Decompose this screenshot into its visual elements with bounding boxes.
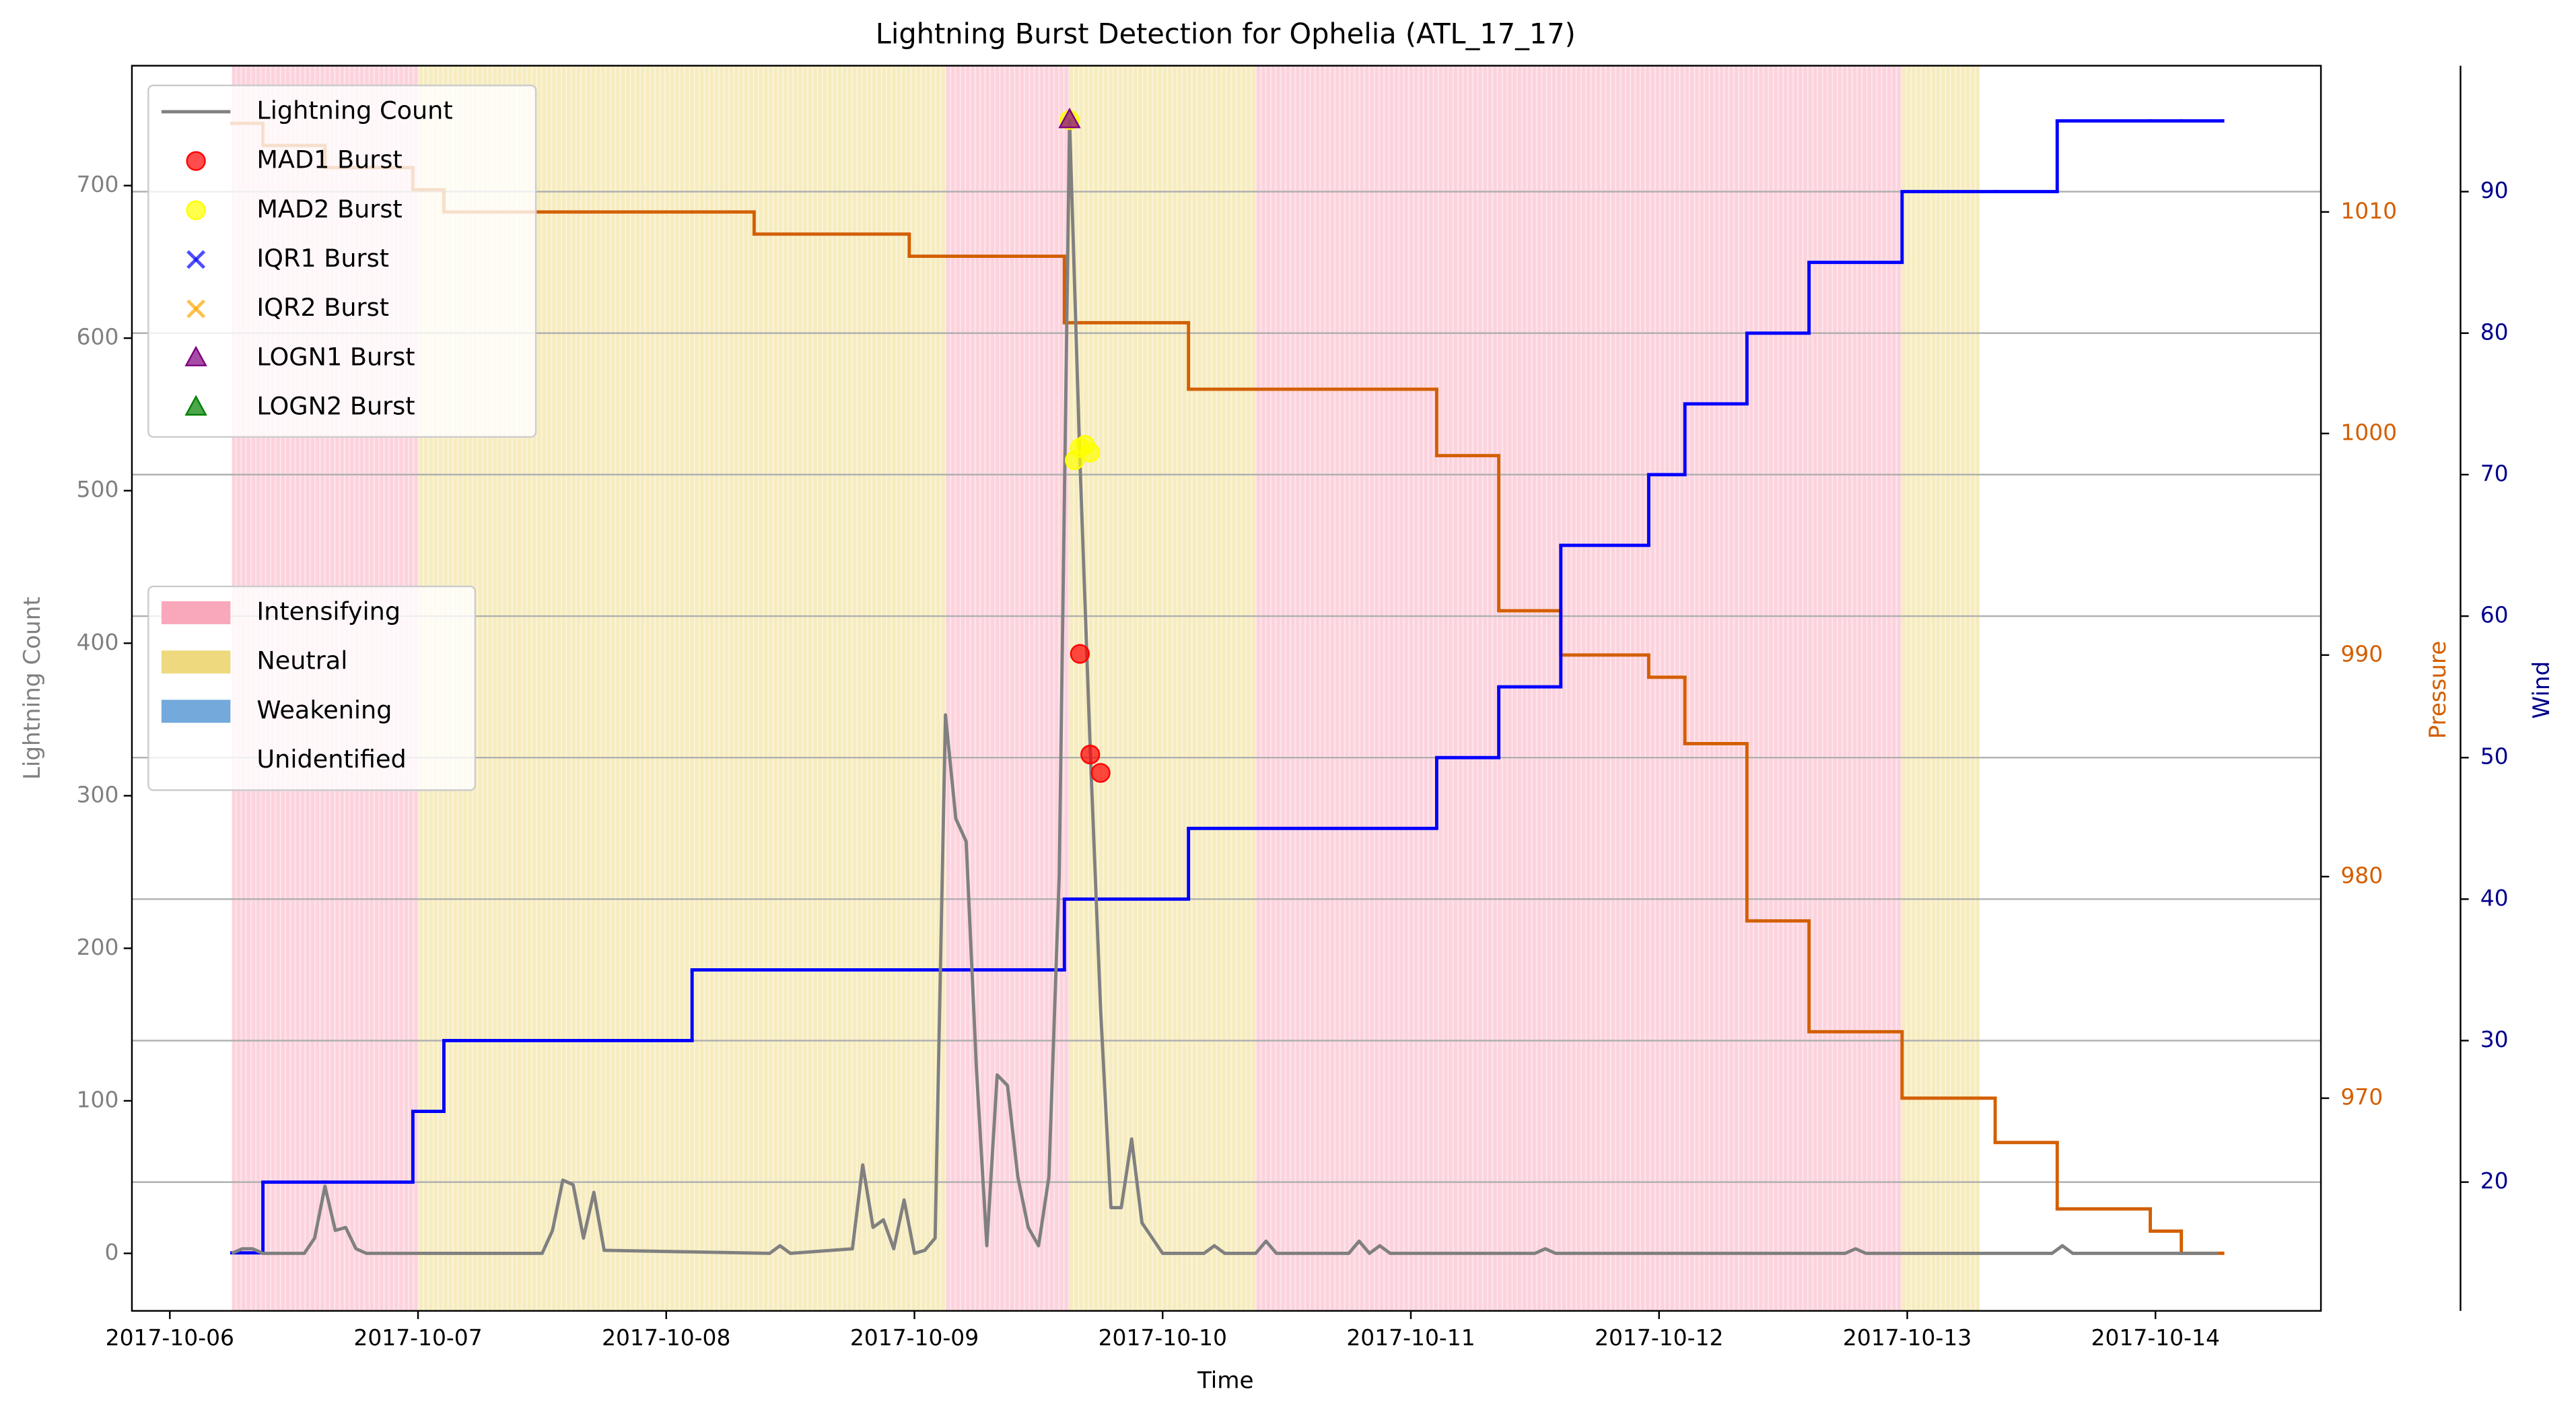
- y2-tick-label: 970: [2340, 1083, 2383, 1110]
- y-tick-label: 200: [77, 934, 119, 960]
- y-tick-label: 300: [77, 781, 119, 807]
- legend-patch: [161, 700, 231, 723]
- y3-tick-label: 40: [2480, 885, 2509, 911]
- x-tick-label: 2017-10-06: [106, 1324, 234, 1351]
- legend-label: Intensifying: [256, 597, 401, 626]
- y3-tick-label: 80: [2480, 318, 2509, 345]
- y-tick-label: 700: [77, 171, 119, 197]
- legend-patch: [161, 650, 231, 674]
- y3-tick-label: 30: [2480, 1026, 2509, 1052]
- y2-tick-label: 980: [2340, 862, 2383, 888]
- y-tick-label: 0: [104, 1239, 118, 1265]
- y2-tick-label: 990: [2340, 640, 2383, 667]
- legend-box: [147, 585, 477, 791]
- x-tick-label: 2017-10-12: [1595, 1324, 1723, 1351]
- legend-label: Unidentified: [256, 745, 406, 774]
- region-span: [945, 65, 1070, 1311]
- burst-point: [1058, 107, 1081, 129]
- x-tick-label: 2017-10-10: [1099, 1324, 1227, 1351]
- y3-axis-label: Wind: [2528, 661, 2555, 719]
- legend-marker: [184, 345, 207, 367]
- x-tick-label: 2017-10-09: [850, 1324, 979, 1351]
- region-span: [1255, 65, 1902, 1311]
- y3-tick-label: 90: [2480, 177, 2509, 203]
- legend-marker: [184, 395, 207, 416]
- region-span: [1902, 65, 1980, 1311]
- burst-point: [1080, 745, 1101, 765]
- y3-tick-label: 50: [2480, 743, 2509, 770]
- region-span: [1069, 65, 1256, 1311]
- legend-box: [147, 84, 537, 438]
- y3-tick-label: 70: [2480, 460, 2509, 486]
- y-tick-label: 100: [77, 1086, 119, 1112]
- y-tick-label: 400: [77, 629, 119, 655]
- x-tick-label: 2017-10-14: [2091, 1324, 2220, 1351]
- x-tick-label: 2017-10-13: [1843, 1324, 1972, 1351]
- burst-point: [1070, 644, 1090, 664]
- legend-marker: [186, 299, 206, 318]
- legend-label: MAD1 Burst: [256, 145, 402, 174]
- legend-label: LOGN2 Burst: [256, 392, 415, 421]
- y3-tick-label: 60: [2480, 602, 2509, 628]
- y2-axis-label: Pressure: [2425, 641, 2451, 739]
- legend-label: IQR2 Burst: [256, 293, 389, 322]
- burst-point: [1080, 442, 1101, 463]
- legend-marker: [186, 200, 206, 220]
- chart-title: Lightning Burst Detection for Ophelia (A…: [876, 18, 1576, 50]
- legend-marker: [186, 151, 206, 171]
- y-axis-label: Lightning Count: [19, 597, 46, 780]
- legend-marker: [186, 250, 206, 269]
- region-legend: Intensifying Neutral Weakening Unidentified: [147, 585, 477, 791]
- plot-frame: [131, 65, 2322, 1312]
- lightning-line: [231, 118, 2218, 1255]
- x-tick-label: 2017-10-11: [1346, 1324, 1475, 1351]
- y2-tick-label: 1000: [2340, 419, 2397, 445]
- y-tick-label: 600: [77, 324, 119, 350]
- y3-tick-label: 20: [2480, 1168, 2509, 1194]
- legend-label: Weakening: [256, 696, 392, 724]
- y2-tick-label: 1010: [2340, 197, 2397, 224]
- legend-label: MAD2 Burst: [256, 195, 402, 224]
- y-tick-label: 500: [77, 476, 119, 502]
- legend-patch: [161, 601, 231, 625]
- x-tick-label: 2017-10-08: [602, 1324, 730, 1351]
- legend-label: LOGN1 Burst: [256, 342, 415, 371]
- x-tick-label: 2017-10-07: [353, 1324, 482, 1351]
- legend-label: Neutral: [256, 646, 347, 675]
- x-axis-label: Time: [1197, 1367, 1254, 1394]
- legend-label: Lightning Count: [256, 96, 452, 125]
- burst-point: [1090, 763, 1111, 783]
- series-legend: Lightning Count MAD1 Burst MAD2 Burst IQR1 …: [147, 84, 537, 438]
- legend-label: IQR1 Burst: [256, 244, 389, 273]
